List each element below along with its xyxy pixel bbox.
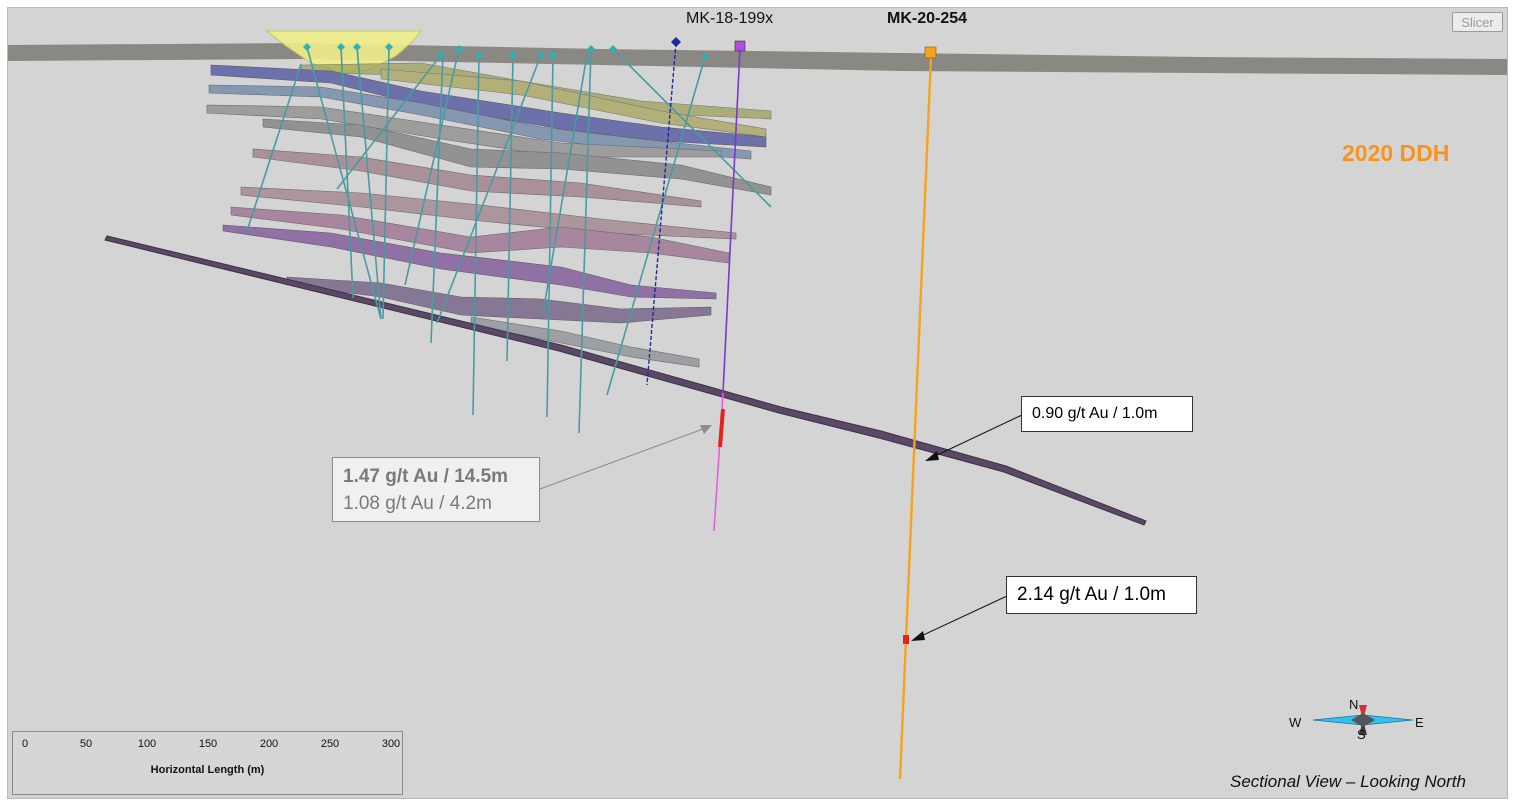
scale-bar: 0 50 100 150 200 250 300 Horizontal Leng…: [12, 731, 403, 795]
section-viewport[interactable]: [7, 7, 1508, 799]
scale-bar-title: Horizontal Length (m): [150, 764, 265, 776]
intercept-hole-2-lower: [903, 635, 909, 644]
collar-hole-1: [734, 40, 746, 52]
historic-drill-traces: [246, 46, 772, 434]
assay-callout-left-line1: 1.47 g/t Au / 14.5m: [343, 466, 509, 487]
lens-purple-2: [286, 276, 712, 324]
campaign-label: 2020 DDH: [1342, 140, 1450, 166]
view-caption: Sectional View – Looking North: [1230, 772, 1466, 791]
lens-blue: [210, 64, 767, 148]
drill-hole-label-mk-18-199x: MK-18-199x: [686, 10, 774, 27]
scale-tick-label: 250: [320, 738, 340, 750]
assay-callout-left-line2: 1.08 g/t Au / 4.2m: [343, 493, 492, 514]
callout-arrows: [539, 414, 1023, 641]
drill-trace-hole-2: [898, 56, 933, 780]
assay-callout-upper: 0.90 g/t Au / 1.0m: [1021, 396, 1193, 432]
compass-rose: [1312, 705, 1414, 735]
scale-tick-label: 200: [259, 738, 279, 750]
scale-tick-label: 100: [137, 738, 157, 750]
section-scene: [8, 30, 1507, 780]
drill-trace-hole-1-upper: [722, 48, 741, 394]
main-structure: [104, 235, 1147, 526]
historic-collars: [303, 43, 709, 61]
lens-grey-2: [262, 118, 772, 196]
compass-south-label: S: [1357, 727, 1366, 742]
historic-collar-blue: [671, 37, 681, 47]
drill-hole-label-mk-20-254: MK-20-254: [887, 10, 968, 27]
lithology-lenses: [206, 62, 772, 368]
compass-north-label: N: [1349, 697, 1359, 712]
lens-purple-1: [222, 224, 717, 300]
slicer-button[interactable]: Slicer: [1452, 12, 1503, 32]
scale-tick-label: 50: [79, 738, 93, 750]
assay-callout-left: 1.47 g/t Au / 14.5m 1.08 g/t Au / 4.2m: [332, 457, 540, 522]
collar-hole-2: [924, 46, 937, 59]
assay-callout-lower: 2.14 g/t Au / 1.0m: [1006, 576, 1197, 614]
intercept-hole-1: [718, 408, 725, 448]
lens-grey-deep: [470, 316, 700, 368]
compass-east-label: E: [1415, 715, 1424, 730]
compass-west-label: W: [1289, 715, 1302, 730]
scale-tick-label: 150: [198, 738, 218, 750]
historic-drill-blue: [646, 42, 677, 386]
scale-tick-label: 0: [21, 738, 29, 750]
scale-tick-label: 300: [381, 738, 401, 750]
lens-rose-2: [240, 186, 737, 240]
